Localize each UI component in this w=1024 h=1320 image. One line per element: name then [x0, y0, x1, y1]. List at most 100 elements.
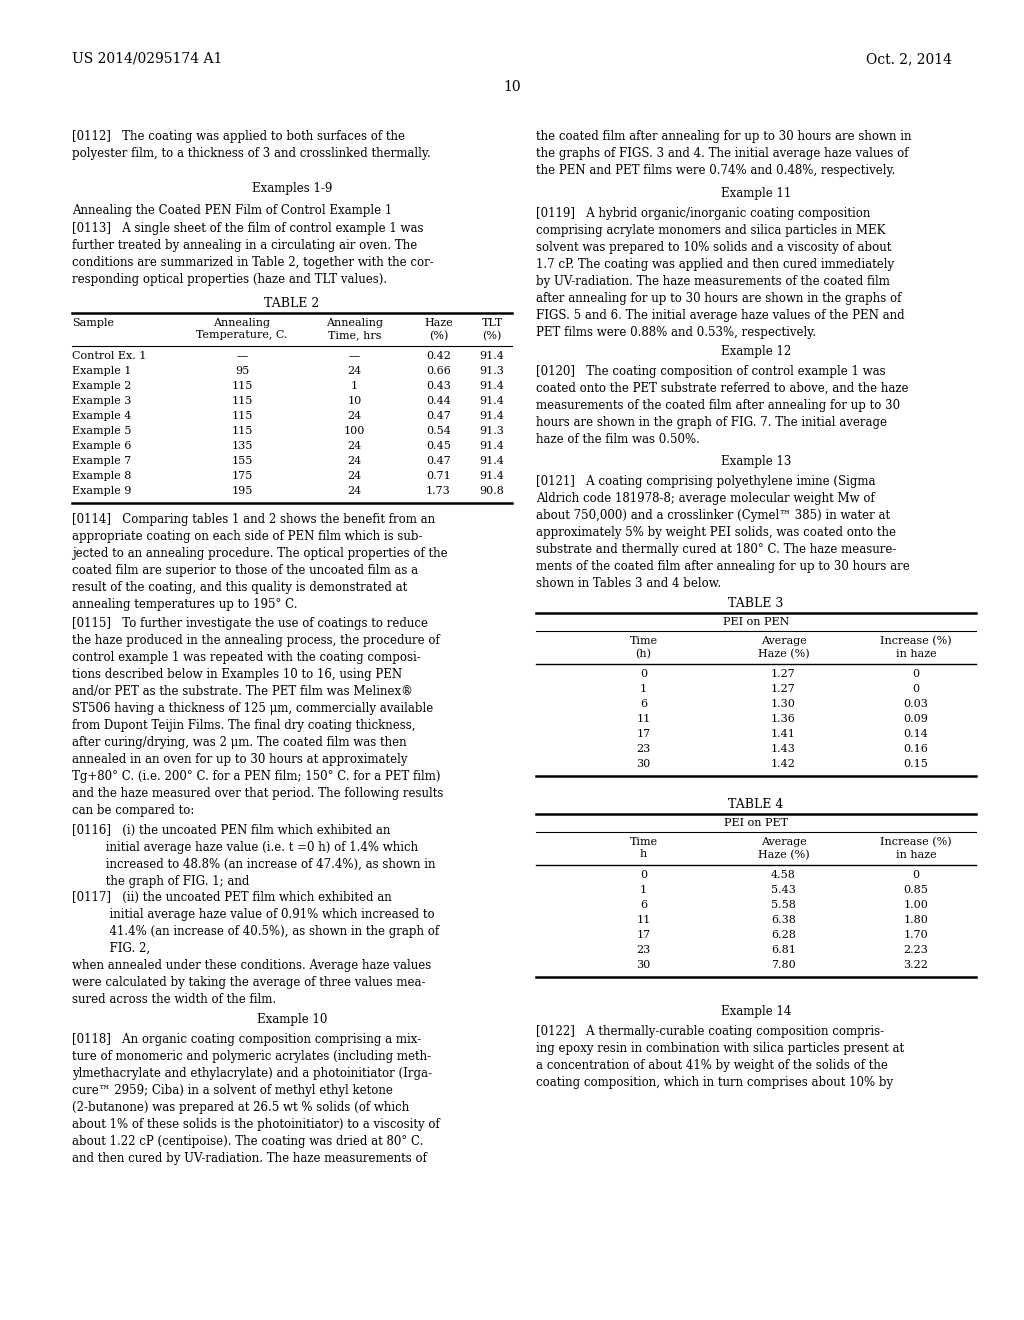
Text: 6: 6	[640, 700, 647, 709]
Text: 1: 1	[640, 884, 647, 895]
Text: 115: 115	[231, 411, 253, 421]
Text: 0.03: 0.03	[903, 700, 929, 709]
Text: 0.14: 0.14	[903, 729, 929, 739]
Text: 91.4: 91.4	[479, 455, 505, 466]
Text: TABLE 2: TABLE 2	[264, 297, 319, 310]
Text: the coated film after annealing for up to 30 hours are shown in
the graphs of FI: the coated film after annealing for up t…	[536, 129, 911, 177]
Text: [0117]   (ii) the uncoated PET film which exhibited an
          initial average: [0117] (ii) the uncoated PET film which …	[72, 891, 439, 954]
Text: 100: 100	[344, 426, 366, 436]
Text: 2.23: 2.23	[903, 945, 929, 954]
Text: [0119]   A hybrid organic/inorganic coating composition
comprising acrylate mono: [0119] A hybrid organic/inorganic coatin…	[536, 207, 904, 339]
Text: 1: 1	[351, 381, 358, 391]
Text: Annealing the Coated PEN Film of Control Example 1: Annealing the Coated PEN Film of Control…	[72, 205, 392, 216]
Text: 0: 0	[912, 684, 920, 694]
Text: 135: 135	[231, 441, 253, 451]
Text: 0.43: 0.43	[426, 381, 451, 391]
Text: 6: 6	[640, 900, 647, 909]
Text: 115: 115	[231, 381, 253, 391]
Text: 11: 11	[636, 714, 650, 723]
Text: 1.36: 1.36	[771, 714, 796, 723]
Text: Example 3: Example 3	[72, 396, 131, 407]
Text: 175: 175	[231, 471, 253, 480]
Text: 0.47: 0.47	[426, 411, 451, 421]
Text: Annealing
Time, hrs: Annealing Time, hrs	[326, 318, 383, 341]
Text: 1.73: 1.73	[426, 486, 451, 496]
Text: 17: 17	[637, 729, 650, 739]
Text: 0.66: 0.66	[426, 366, 451, 376]
Text: 95: 95	[234, 366, 249, 376]
Text: Increase (%)
in haze: Increase (%) in haze	[881, 636, 952, 659]
Text: 0: 0	[912, 669, 920, 678]
Text: 24: 24	[347, 441, 361, 451]
Text: 23: 23	[636, 744, 650, 754]
Text: 0: 0	[912, 870, 920, 880]
Text: Sample: Sample	[72, 318, 114, 327]
Text: —: —	[349, 351, 360, 360]
Text: 24: 24	[347, 411, 361, 421]
Text: Time
h: Time h	[630, 837, 657, 859]
Text: 11: 11	[636, 915, 650, 925]
Text: Average
Haze (%): Average Haze (%)	[758, 837, 809, 859]
Text: 24: 24	[347, 366, 361, 376]
Text: Example 2: Example 2	[72, 381, 131, 391]
Text: 1.42: 1.42	[771, 759, 796, 770]
Text: Annealing
Temperature, C.: Annealing Temperature, C.	[197, 318, 288, 341]
Text: 6.28: 6.28	[771, 931, 796, 940]
Text: 195: 195	[231, 486, 253, 496]
Text: Example 10: Example 10	[257, 1012, 328, 1026]
Text: —: —	[237, 351, 248, 360]
Text: 0.85: 0.85	[903, 884, 929, 895]
Text: 17: 17	[637, 931, 650, 940]
Text: Control Ex. 1: Control Ex. 1	[72, 351, 146, 360]
Text: 30: 30	[636, 759, 650, 770]
Text: 10: 10	[503, 81, 521, 94]
Text: Time
(h): Time (h)	[630, 636, 657, 659]
Text: Example 8: Example 8	[72, 471, 131, 480]
Text: TABLE 3: TABLE 3	[728, 597, 783, 610]
Text: 0.15: 0.15	[903, 759, 929, 770]
Text: 1.41: 1.41	[771, 729, 796, 739]
Text: [0113]   A single sheet of the film of control example 1 was
further treated by : [0113] A single sheet of the film of con…	[72, 222, 434, 286]
Text: [0114]   Comparing tables 1 and 2 shows the benefit from an
appropriate coating : [0114] Comparing tables 1 and 2 shows th…	[72, 513, 447, 611]
Text: PEI on PET: PEI on PET	[724, 818, 788, 828]
Text: 1.80: 1.80	[903, 915, 929, 925]
Text: Examples 1-9: Examples 1-9	[252, 182, 332, 195]
Text: 91.3: 91.3	[479, 366, 505, 376]
Text: US 2014/0295174 A1: US 2014/0295174 A1	[72, 51, 222, 66]
Text: [0120]   The coating composition of control example 1 was
coated onto the PET su: [0120] The coating composition of contro…	[536, 366, 908, 446]
Text: 0.09: 0.09	[903, 714, 929, 723]
Text: Example 14: Example 14	[721, 1005, 792, 1018]
Text: 155: 155	[231, 455, 253, 466]
Text: 115: 115	[231, 396, 253, 407]
Text: 24: 24	[347, 486, 361, 496]
Text: 91.4: 91.4	[479, 381, 505, 391]
Text: [0115]   To further investigate the use of coatings to reduce
the haze produced : [0115] To further investigate the use of…	[72, 616, 443, 817]
Text: 91.4: 91.4	[479, 351, 505, 360]
Text: 30: 30	[636, 960, 650, 970]
Text: 5.43: 5.43	[771, 884, 796, 895]
Text: 0.54: 0.54	[426, 426, 451, 436]
Text: 1.30: 1.30	[771, 700, 796, 709]
Text: Example 5: Example 5	[72, 426, 131, 436]
Text: Example 4: Example 4	[72, 411, 131, 421]
Text: 3.22: 3.22	[903, 960, 929, 970]
Text: 5.58: 5.58	[771, 900, 796, 909]
Text: 1.00: 1.00	[903, 900, 929, 909]
Text: Example 11: Example 11	[721, 187, 792, 201]
Text: 1: 1	[640, 684, 647, 694]
Text: [0118]   An organic coating composition comprising a mix-
ture of monomeric and : [0118] An organic coating composition co…	[72, 1034, 439, 1166]
Text: 0.44: 0.44	[426, 396, 451, 407]
Text: 0: 0	[640, 870, 647, 880]
Text: 4.58: 4.58	[771, 870, 796, 880]
Text: Example 7: Example 7	[72, 455, 131, 466]
Text: 0.45: 0.45	[426, 441, 451, 451]
Text: 0.47: 0.47	[426, 455, 451, 466]
Text: 0.71: 0.71	[426, 471, 451, 480]
Text: PEI on PEN: PEI on PEN	[723, 616, 790, 627]
Text: 23: 23	[636, 945, 650, 954]
Text: 6.38: 6.38	[771, 915, 796, 925]
Text: 6.81: 6.81	[771, 945, 796, 954]
Text: 24: 24	[347, 471, 361, 480]
Text: 91.4: 91.4	[479, 441, 505, 451]
Text: 1.70: 1.70	[903, 931, 929, 940]
